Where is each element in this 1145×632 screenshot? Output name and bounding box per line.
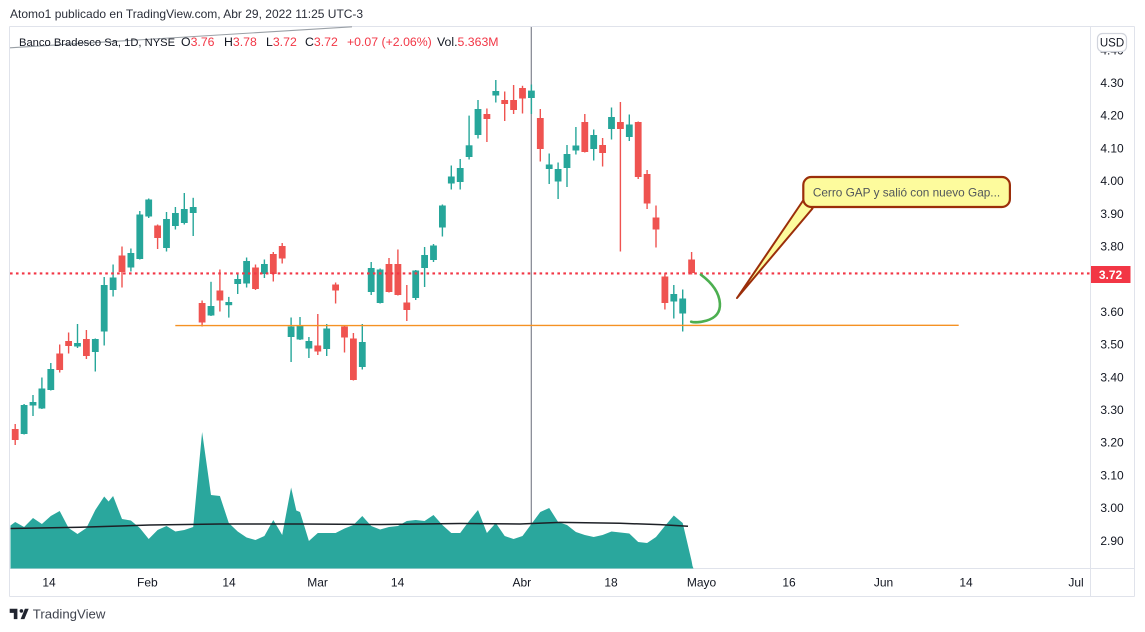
- svg-text:TradingView: TradingView: [33, 607, 106, 622]
- svg-text:3.90: 3.90: [1100, 207, 1124, 221]
- svg-text:4.20: 4.20: [1100, 109, 1124, 123]
- svg-text:4.10: 4.10: [1100, 141, 1124, 155]
- svg-text:2.90: 2.90: [1100, 534, 1124, 548]
- svg-text:4.00: 4.00: [1100, 174, 1124, 188]
- svg-text:3.00: 3.00: [1100, 501, 1124, 515]
- svg-text:Atomo1 publicado en TradingVie: Atomo1 publicado en TradingView.com, Abr…: [10, 7, 363, 21]
- svg-text:3.50: 3.50: [1100, 338, 1124, 352]
- svg-text:18: 18: [604, 576, 618, 590]
- svg-text:Mar: Mar: [307, 576, 328, 590]
- svg-text:Abr: Abr: [512, 576, 531, 590]
- svg-text:3.60: 3.60: [1100, 305, 1124, 319]
- svg-text:14: 14: [959, 576, 973, 590]
- svg-text:3.10: 3.10: [1100, 468, 1124, 482]
- svg-text:14: 14: [222, 576, 236, 590]
- svg-text:Feb: Feb: [137, 576, 158, 590]
- svg-text:Mayo: Mayo: [687, 576, 717, 590]
- svg-text:3.30: 3.30: [1100, 403, 1124, 417]
- svg-text:14: 14: [391, 576, 405, 590]
- svg-text:3.20: 3.20: [1100, 436, 1124, 450]
- svg-text:Jul: Jul: [1068, 576, 1083, 590]
- svg-text:4.30: 4.30: [1100, 76, 1124, 90]
- svg-text:3.80: 3.80: [1100, 240, 1124, 254]
- svg-text:USD: USD: [1100, 38, 1124, 50]
- svg-text:Jun: Jun: [874, 576, 893, 590]
- svg-text:Cerro GAP y salió con nuevo Ga: Cerro GAP y salió con nuevo Gap...: [813, 186, 1000, 200]
- svg-text:3.40: 3.40: [1100, 370, 1124, 384]
- svg-text:14: 14: [42, 576, 56, 590]
- svg-text:3.72: 3.72: [1099, 268, 1123, 282]
- svg-text:16: 16: [782, 576, 796, 590]
